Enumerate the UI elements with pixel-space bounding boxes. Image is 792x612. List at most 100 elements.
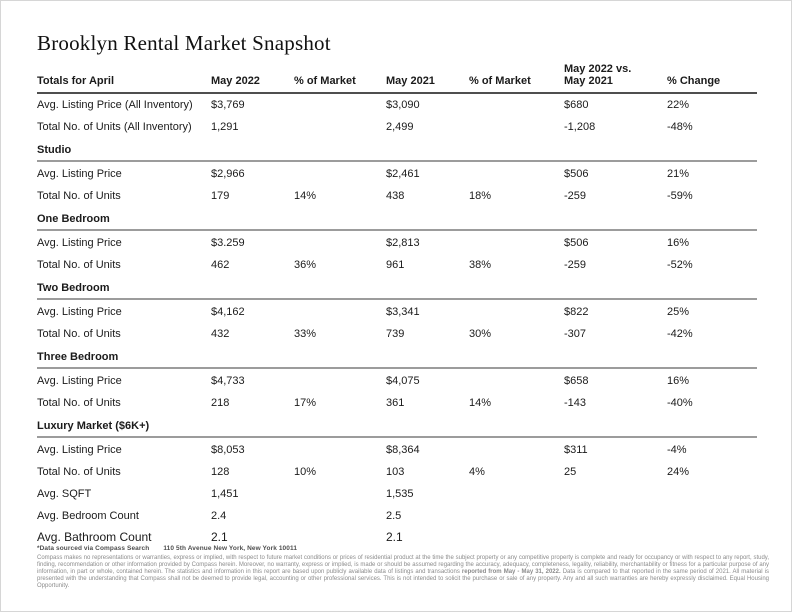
table-row: Avg. Listing Price $3.259 $2,813 $506 16% (37, 232, 757, 254)
disclaimer-text-2: Data is compared to that reported in the… (37, 569, 769, 589)
table-cell: $2,813 (386, 236, 420, 249)
table-cell: $506 (564, 236, 589, 249)
table-cell: $680 (564, 98, 589, 111)
table-row: Total No. of Units 128 10% 103 4% 25 24% (37, 461, 757, 483)
row-label: Avg. Listing Price (37, 443, 122, 456)
table-cell: -259 (564, 258, 587, 271)
table-row: Avg. Listing Price $4,162 $3,341 $822 25% (37, 301, 757, 323)
table-cell: $506 (564, 167, 589, 180)
table-cell: 179 (211, 189, 230, 202)
table-cell: 4% (469, 465, 485, 478)
row-label: Avg. Listing Price (All Inventory) (37, 98, 193, 111)
row-label: Avg. Listing Price (37, 305, 122, 318)
table-header-row: Totals for April May 2022 % of Market May 2… (37, 59, 757, 94)
table-cell: 18% (469, 189, 492, 202)
table-row: Avg. Listing Price $8,053 $8,364 $311 -4% (37, 439, 757, 461)
table-cell: 14% (469, 396, 492, 409)
row-label: Total No. of Units (37, 258, 121, 271)
table-cell: $311 (564, 443, 588, 456)
row-label: Total No. of Units (37, 396, 121, 409)
row-label: Total No. of Units (37, 465, 121, 478)
table-row: Total No. of Units 432 33% 739 30% -307 -42% (37, 323, 757, 345)
section-header: Three Bedroom (37, 345, 757, 369)
table-cell: 103 (386, 465, 405, 478)
column-header-0: Totals for April (37, 74, 114, 87)
table-row: Total No. of Units 462 36% 961 38% -259 -52% (37, 254, 757, 276)
column-header-5: May 2022 vs. May 2021 (564, 62, 632, 87)
data-source-note: *Data sourced via Compass Search (37, 545, 150, 552)
footer: *Data sourced via Compass Search 110 5th … (37, 545, 769, 590)
table-cell: 14% (294, 189, 317, 202)
row-label: Total No. of Units (37, 327, 121, 340)
table-cell: $3,090 (386, 98, 420, 111)
table-cell: 36% (294, 258, 317, 271)
column-header-1: May 2022 (211, 74, 260, 87)
table-body: Avg. Listing Price (All Inventory) $3,769… (37, 94, 757, 549)
table-cell: -48% (667, 120, 693, 133)
table-cell: -42% (667, 327, 693, 340)
page-title: Brooklyn Rental Market Snapshot (37, 31, 331, 55)
disclaimer-text-1: Compass makes no representations or warr… (37, 555, 769, 575)
table-cell: $2,461 (386, 167, 420, 180)
column-header-4: % of Market (469, 74, 531, 87)
table-cell: -1,208 (564, 120, 596, 133)
table-cell: 17% (294, 396, 317, 409)
row-label: Avg. Listing Price (37, 374, 122, 387)
table-cell: 361 (386, 396, 405, 409)
table-row: Avg. Listing Price $4,733 $4,075 $658 16% (37, 370, 757, 392)
column-header-6: % Change (667, 74, 721, 87)
table-cell: 739 (386, 327, 405, 340)
table-row: Avg. Bedroom Count 2.4 2.5 (37, 505, 757, 527)
disclaimer-bold-dates: reported from May - May 31, 2022. (461, 569, 561, 575)
table-cell: 25% (667, 305, 690, 318)
table-cell: -4% (667, 443, 687, 456)
table-cell: $8,053 (211, 443, 245, 456)
table-row: Avg. Bathroom Count 2.1 2.1 (37, 527, 757, 549)
table-cell: -307 (564, 327, 587, 340)
table-cell: 961 (386, 258, 405, 271)
table-cell: 1,451 (211, 487, 239, 500)
table-cell: $8,364 (386, 443, 420, 456)
table-row: Avg. Listing Price $2,966 $2,461 $506 21% (37, 163, 757, 185)
table-cell: $822 (564, 305, 589, 318)
table-cell: 22% (667, 98, 690, 111)
table-cell: $3,341 (386, 305, 420, 318)
row-label: Avg. SQFT (37, 487, 92, 500)
table-cell: 30% (469, 327, 492, 340)
table-row: Avg. SQFT 1,451 1,535 (37, 483, 757, 505)
table-cell: 432 (211, 327, 230, 340)
table-row: Total No. of Units 218 17% 361 14% -143 -40% (37, 392, 757, 414)
table-cell: $4,733 (211, 374, 245, 387)
table-cell: 128 (211, 465, 230, 478)
table-cell: 10% (294, 465, 317, 478)
row-label: Avg. Bedroom Count (37, 509, 139, 522)
table-cell: $4,162 (211, 305, 245, 318)
table-row: Avg. Listing Price (All Inventory) $3,769… (37, 94, 757, 116)
table-row: Total No. of Units (All Inventory) 1,291 2… (37, 116, 757, 138)
section-header: Two Bedroom (37, 276, 757, 300)
table-cell: 38% (469, 258, 492, 271)
table-cell: -52% (667, 258, 693, 271)
table-cell: -59% (667, 189, 693, 202)
column-header-3: May 2021 (386, 74, 435, 87)
section-header: One Bedroom (37, 207, 757, 231)
table-cell: 438 (386, 189, 405, 202)
legal-disclaimer: Compass makes no representations or warr… (37, 555, 769, 590)
row-label: Total No. of Units (37, 189, 121, 202)
table-cell: 25 (564, 465, 577, 478)
table-cell: $658 (564, 374, 589, 387)
section-header: Studio (37, 138, 757, 162)
row-label: Avg. Bathroom Count (37, 530, 152, 545)
section-header: Luxury Market ($6K+) (37, 414, 757, 438)
table-cell: $2,966 (211, 167, 245, 180)
source-line: *Data sourced via Compass Search 110 5th … (37, 545, 769, 552)
row-label: Total No. of Units (All Inventory) (37, 120, 192, 133)
table-cell: -40% (667, 396, 693, 409)
office-address: 110 5th Avenue New York, New York 10011 (163, 545, 298, 552)
snapshot-table: Totals for April May 2022 % of Market May 2… (37, 59, 757, 549)
table-cell: 24% (667, 465, 690, 478)
table-cell: -143 (564, 396, 587, 409)
row-label: Avg. Listing Price (37, 236, 122, 249)
table-cell: 462 (211, 258, 230, 271)
